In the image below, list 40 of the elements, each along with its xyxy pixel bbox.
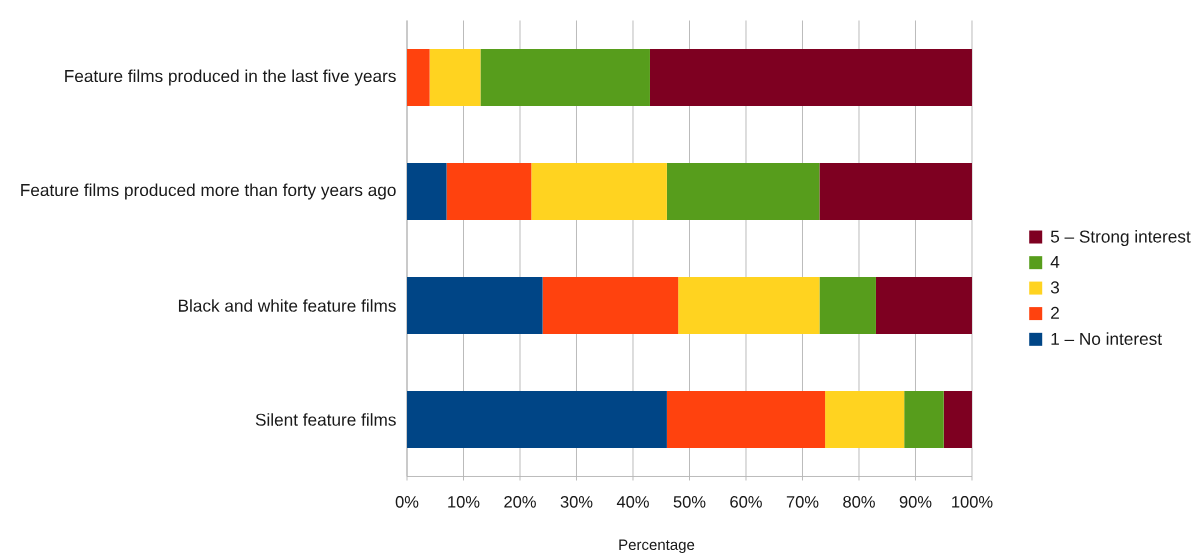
bar	[678, 277, 820, 334]
x-tick-label: 10%	[448, 496, 480, 508]
x-tick-label: 30%	[560, 496, 593, 508]
legend-label: 2	[1051, 306, 1059, 319]
y-tick-label: Feature films produced more than forty years ago	[21, 183, 396, 200]
legend-label: 1 – No interest	[1051, 332, 1162, 345]
bar	[819, 163, 972, 220]
bar	[407, 163, 447, 220]
bar	[943, 390, 972, 448]
bar	[819, 277, 876, 334]
x-tick-label: 90%	[899, 496, 932, 508]
bar	[407, 390, 667, 448]
bar	[480, 49, 650, 106]
x-tick-label: 50%	[673, 496, 706, 508]
bar	[429, 49, 481, 106]
legend-label: 5 – Strong interest	[1050, 230, 1191, 247]
bar	[542, 277, 679, 334]
legend-label: 4	[1050, 255, 1060, 268]
bar	[875, 277, 972, 334]
y-tick-label: Black and white feature films	[178, 299, 396, 312]
x-tick-label: 20%	[504, 496, 536, 508]
y-tick-label: Silent feature films	[255, 413, 396, 426]
bar	[407, 49, 430, 106]
x-tick-label: 60%	[730, 496, 762, 508]
y-tick-label: Feature films produced in the last five years	[65, 69, 396, 86]
x-tick-label: 70%	[786, 496, 819, 508]
bar	[666, 163, 820, 220]
x-axis-title: Percentage	[619, 539, 695, 553]
bar	[446, 163, 532, 220]
bar	[666, 390, 826, 448]
bar	[531, 163, 667, 220]
x-tick-label: 40%	[616, 496, 649, 508]
bar	[825, 390, 905, 448]
x-tick-label: 80%	[843, 496, 875, 508]
bar	[904, 390, 944, 448]
x-tick-label: 100%	[952, 496, 993, 508]
legend-label: 3	[1050, 281, 1060, 294]
x-tick-label: 0%	[395, 496, 419, 508]
bar	[407, 277, 543, 334]
bar	[649, 49, 972, 106]
